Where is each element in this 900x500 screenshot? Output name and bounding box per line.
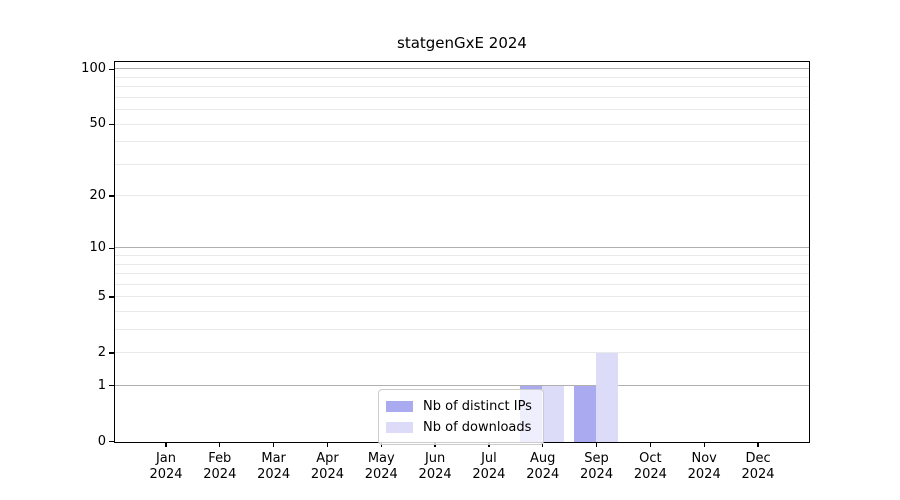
y-tick — [109, 385, 114, 387]
x-tick-year: 2024 — [580, 467, 614, 482]
x-tick-label: Dec 2024 — [726, 451, 790, 483]
y-tick-label: 10 — [89, 240, 106, 256]
y-tick — [109, 296, 114, 298]
x-tick — [488, 443, 490, 447]
x-tick-year: 2024 — [418, 467, 452, 482]
x-tick-label: Oct 2024 — [618, 451, 682, 483]
x-tick — [703, 443, 705, 447]
x-tick-label: Aug 2024 — [511, 451, 575, 483]
legend-entry-downloads: Nb of downloads — [386, 417, 535, 438]
y-tick-label: 2 — [97, 345, 106, 361]
bar-aug-downloads — [542, 386, 565, 442]
minor-gridline — [115, 296, 809, 298]
x-tick — [165, 443, 167, 447]
bar-sep-ips — [574, 386, 597, 442]
x-tick-label: Apr 2024 — [295, 451, 359, 483]
x-tick-year: 2024 — [526, 467, 560, 482]
x-tick-year: 2024 — [203, 467, 237, 482]
plot-area — [114, 61, 810, 443]
minor-gridline — [115, 352, 809, 354]
minor-gridline — [115, 310, 809, 312]
minor-gridline — [115, 76, 809, 78]
y-tick-label: 100 — [81, 61, 106, 77]
major-gridline — [115, 384, 809, 386]
major-gridline — [115, 247, 809, 249]
y-tick-label: 0 — [97, 433, 106, 449]
minor-gridline — [115, 86, 809, 88]
legend-swatch-downloads-icon — [386, 422, 413, 433]
x-tick — [219, 443, 221, 447]
minor-gridline — [115, 96, 809, 98]
legend-label-distinct-ips: Nb of distinct IPs — [423, 399, 532, 414]
y-tick-label: 5 — [97, 289, 106, 305]
minor-gridline — [115, 273, 809, 275]
legend-entry-distinct-ips: Nb of distinct IPs — [386, 396, 535, 417]
x-tick-year: 2024 — [257, 467, 291, 482]
minor-gridline — [115, 255, 809, 257]
y-tick — [109, 68, 114, 70]
x-tick — [542, 443, 544, 447]
y-tick — [109, 123, 114, 125]
minor-gridline — [115, 329, 809, 330]
x-tick-year: 2024 — [364, 467, 398, 482]
x-tick — [757, 443, 759, 447]
bar-sep-downloads — [596, 353, 619, 442]
major-gridline — [115, 68, 809, 70]
x-tick-label: Jun 2024 — [403, 451, 467, 483]
minor-gridline — [115, 123, 809, 125]
minor-gridline — [115, 141, 809, 143]
y-tick — [109, 352, 114, 354]
x-tick-year: 2024 — [149, 467, 183, 482]
legend: Nb of distinct IPs Nb of downloads — [378, 389, 544, 445]
x-tick-label: Feb 2024 — [188, 451, 252, 483]
y-tick — [109, 441, 114, 443]
x-tick — [272, 443, 275, 447]
legend-label-downloads: Nb of downloads — [423, 420, 532, 435]
x-tick — [434, 443, 436, 447]
x-tick-label: Sep 2024 — [565, 451, 629, 483]
y-tick-label: 50 — [89, 116, 106, 132]
x-tick-year: 2024 — [310, 467, 344, 482]
minor-gridline — [115, 283, 809, 285]
y-tick — [109, 247, 114, 249]
x-tick-label: Nov 2024 — [672, 451, 736, 483]
x-tick-year: 2024 — [687, 467, 721, 482]
minor-gridline — [115, 263, 809, 265]
x-tick — [380, 443, 382, 447]
legend-swatch-distinct-ips-icon — [386, 401, 413, 412]
minor-gridline — [115, 109, 809, 111]
chart-title: statgenGxE 2024 — [397, 34, 527, 52]
minor-gridline — [115, 195, 809, 197]
x-tick — [649, 443, 652, 447]
x-tick-label: Jan 2024 — [134, 451, 198, 483]
x-tick-label: Mar 2024 — [242, 451, 306, 483]
y-tick-label: 20 — [89, 187, 106, 203]
y-tick — [109, 195, 114, 197]
x-tick-year: 2024 — [633, 467, 667, 482]
x-tick-year: 2024 — [741, 467, 775, 482]
x-tick-label: Jul 2024 — [457, 451, 521, 483]
x-tick-label: May 2024 — [349, 451, 413, 483]
x-tick — [595, 443, 598, 447]
x-tick-year: 2024 — [472, 467, 506, 482]
x-tick — [326, 443, 329, 447]
y-tick-label: 1 — [97, 377, 106, 393]
minor-gridline — [115, 163, 809, 165]
